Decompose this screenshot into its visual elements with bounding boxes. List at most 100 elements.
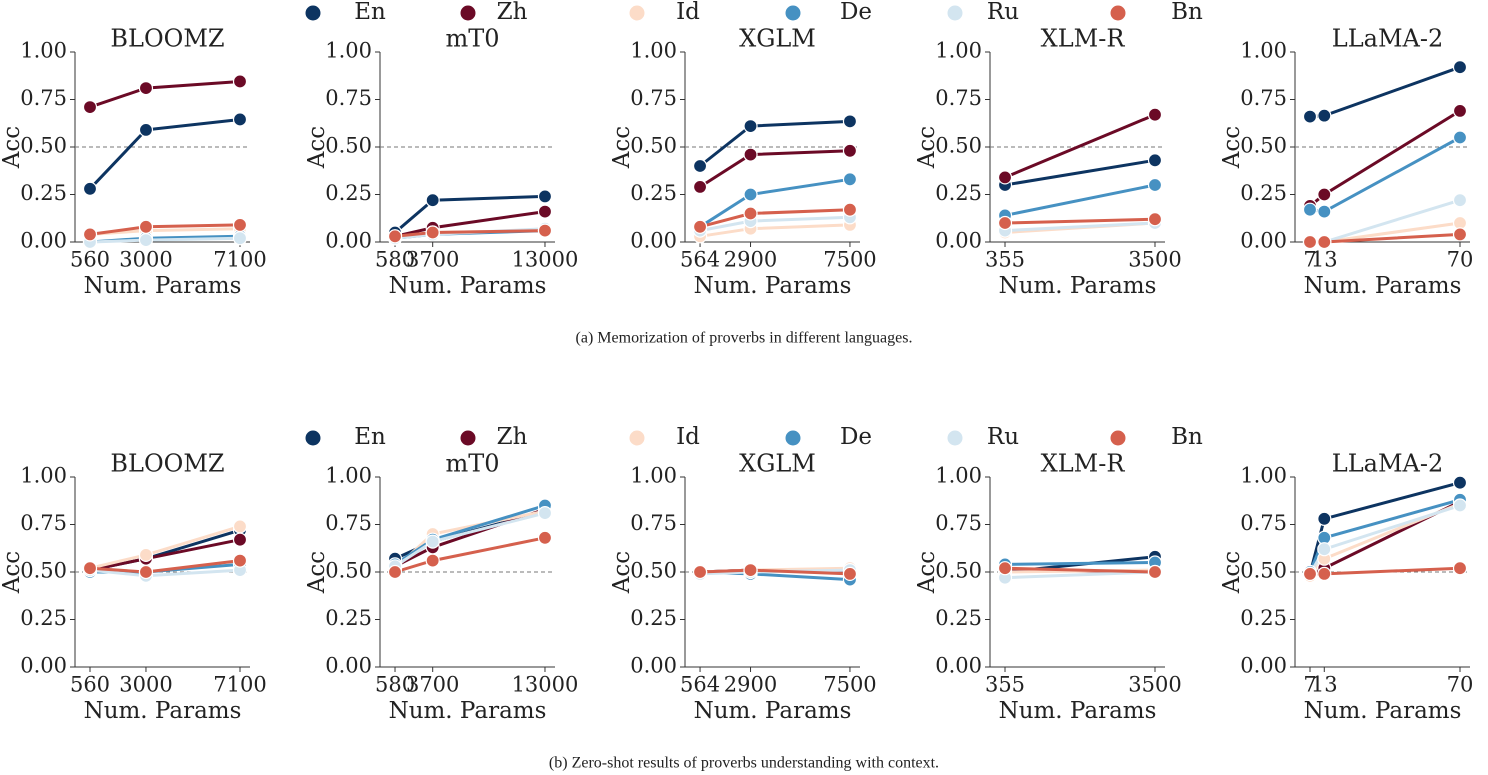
data-point [842, 172, 858, 187]
y-tick-label: 1.00 [20, 39, 67, 63]
chart-title: LLaMA-2 [1332, 25, 1443, 53]
y-tick-label: 0.75 [325, 86, 372, 110]
chart-title: XGLM [739, 25, 816, 53]
series-line [88, 117, 241, 190]
chart-title: XLM-R [1041, 25, 1126, 53]
data-point [232, 532, 248, 547]
data-point [232, 217, 248, 232]
y-tick-label: 1.00 [1240, 464, 1287, 488]
legend-label: En [354, 0, 386, 25]
chart-title: mT0 [445, 450, 499, 478]
x-tick-label: 580 [375, 248, 415, 272]
caption: (a) Memorization of proverbs in differen… [576, 330, 913, 347]
series-line [89, 79, 241, 109]
data-point [138, 80, 154, 96]
legend-label: Id [676, 424, 700, 450]
y-tick-label: 1.00 [630, 39, 677, 63]
y-tick-label: 0.00 [20, 229, 67, 253]
x-tick-label: 580 [375, 673, 415, 697]
data-point [387, 564, 403, 580]
x-axis-label: Num. Params [694, 698, 852, 724]
x-tick-label: 70 [1447, 673, 1474, 697]
data-point [1147, 153, 1163, 168]
y-tick-label: 0.00 [935, 229, 982, 253]
y-tick-label: 0.50 [630, 559, 677, 583]
series-line [89, 236, 241, 244]
y-tick-label: 0.75 [325, 511, 372, 535]
data-point [1147, 212, 1163, 227]
data-point [1317, 566, 1332, 582]
data-point [743, 147, 758, 162]
y-tick-label: 0.00 [325, 229, 372, 253]
x-tick-label: 13 [1311, 248, 1338, 272]
legend-marker [946, 4, 964, 22]
series-line [699, 119, 851, 168]
data-point [997, 170, 1013, 185]
x-tick-label: 7 [1303, 248, 1316, 272]
data-point [1302, 109, 1318, 124]
x-tick-label: 3500 [1128, 248, 1181, 272]
x-axis-label: Num. Params [389, 698, 547, 724]
data-point [1317, 204, 1332, 219]
series-line [1004, 158, 1156, 187]
data-point [1147, 107, 1163, 122]
y-tick-label: 0.25 [1240, 181, 1287, 205]
data-point [842, 143, 858, 158]
data-point [1317, 542, 1332, 557]
data-point [82, 227, 98, 242]
legend-label: De [840, 0, 872, 25]
data-point [1317, 187, 1332, 202]
data-point [1452, 227, 1468, 242]
y-tick-label: 0.50 [1240, 559, 1287, 583]
x-tick-label: 2900 [724, 248, 777, 272]
y-tick-label: 1.00 [325, 464, 372, 488]
x-tick-label: 560 [70, 248, 110, 272]
x-axis-label: Num. Params [84, 698, 242, 724]
x-tick-label: 13000 [512, 248, 579, 272]
data-point [82, 99, 98, 115]
series-line [1004, 221, 1156, 233]
data-point [1317, 511, 1332, 526]
x-tick-label: 13000 [512, 673, 579, 697]
x-axis-label: Num. Params [84, 273, 242, 299]
data-point [232, 74, 248, 89]
x-tick-label: 3000 [119, 673, 172, 697]
data-point [425, 553, 440, 568]
data-point [1147, 564, 1163, 580]
y-tick-label: 0.50 [1240, 134, 1287, 158]
legend-label: De [840, 424, 872, 450]
caption: (b) Zero-shot results of proverbs unders… [549, 755, 939, 772]
legend-label: Zh [497, 424, 528, 450]
y-tick-label: 0.25 [630, 606, 677, 630]
chart-title: XLM-R [1041, 450, 1126, 478]
x-tick-label: 7100 [213, 248, 266, 272]
data-point [425, 534, 440, 549]
y-tick-label: 0.25 [935, 181, 982, 205]
data-point [1302, 566, 1318, 582]
data-point [425, 225, 440, 240]
data-point [1317, 234, 1332, 250]
data-point [1452, 60, 1468, 75]
data-point [743, 118, 758, 134]
y-axis-label: Acc [304, 126, 330, 169]
data-point [232, 231, 248, 246]
series-line [1309, 136, 1461, 214]
data-point [997, 215, 1013, 231]
legend-marker [304, 429, 322, 447]
y-tick-label: 0.75 [630, 511, 677, 535]
data-point [138, 219, 154, 234]
series-line [1310, 566, 1461, 576]
x-tick-label: 3700 [406, 673, 459, 697]
data-point [743, 187, 758, 202]
y-tick-label: 1.00 [1240, 39, 1287, 63]
legend-marker [1109, 4, 1127, 22]
data-point [232, 112, 248, 127]
series-line [1309, 65, 1461, 119]
y-tick-label: 0.00 [20, 654, 67, 678]
data-point [425, 193, 440, 208]
x-tick-label: 7100 [213, 673, 266, 697]
data-point [232, 553, 248, 568]
legend-marker [946, 429, 964, 447]
y-tick-label: 1.00 [325, 39, 372, 63]
